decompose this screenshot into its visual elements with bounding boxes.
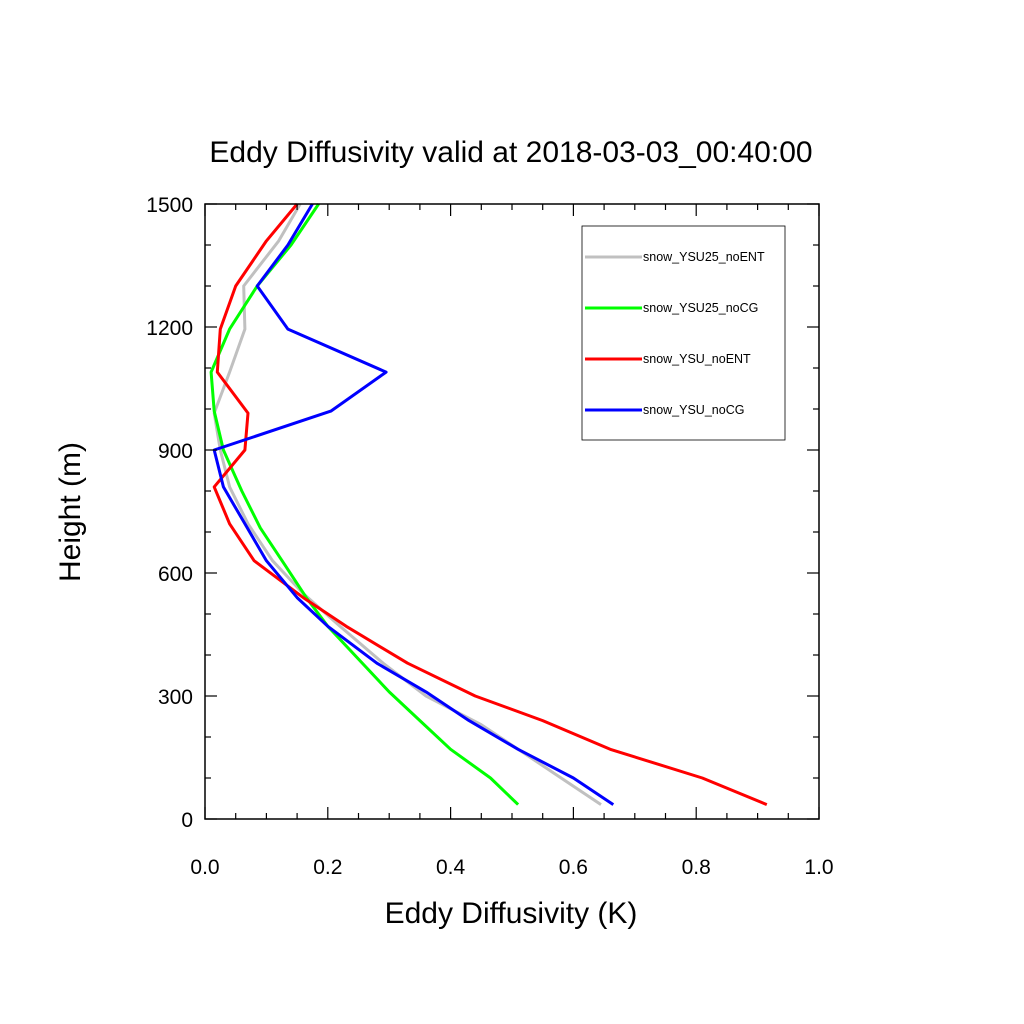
x-tick-label: 0.0: [190, 856, 219, 879]
x-tick-label: 0.4: [436, 856, 466, 879]
x-tick-label: 1.0: [804, 856, 833, 879]
legend: snow_YSU25_noENT snow_YSU25_noCG snow_YSU_…: [581, 225, 786, 441]
legend-label: snow_YSU25_noCG: [643, 301, 758, 315]
x-axis-label: Eddy Diffusivity (K): [385, 897, 638, 930]
ticks-layer: [204, 203, 820, 820]
series-line-snow_YSU25_noENT: [212, 203, 602, 806]
legend-items: snow_YSU25_noENT snow_YSU25_noCG snow_YSU_…: [585, 250, 765, 417]
y-tick-label: 1200: [146, 317, 193, 340]
y-tick-label: 600: [158, 563, 193, 586]
x-tick-label: 0.2: [313, 856, 342, 879]
y-tick-label: 300: [158, 686, 193, 709]
series-line-snow_YSU25_noCG: [209, 203, 520, 806]
x-tick-label: 0.6: [559, 856, 588, 879]
legend-label: snow_YSU25_noENT: [643, 250, 765, 264]
legend-label: snow_YSU_noENT: [643, 352, 751, 366]
tick-labels-layer: 0.0 0.2 0.4 0.6 0.8 1.0 0 300 600 900 1200 1500: [146, 194, 833, 879]
legend-label: snow_YSU_noCG: [643, 403, 744, 417]
series-line-snow_YSU_noCG: [212, 203, 615, 806]
x-tick-label: 0.8: [682, 856, 711, 879]
y-axis-label: Height (m): [54, 442, 87, 582]
y-tick-label: 900: [158, 440, 193, 463]
plot-area: [209, 203, 768, 806]
y-tick-label: 0: [181, 809, 193, 832]
series-line-snow_YSU_noENT: [212, 203, 768, 806]
y-tick-label: 1500: [146, 194, 193, 217]
legend-box: [581, 225, 786, 441]
chart-title: Eddy Diffusivity valid at 2018-03-03_00:…: [209, 136, 812, 169]
series-layer: [209, 203, 768, 806]
